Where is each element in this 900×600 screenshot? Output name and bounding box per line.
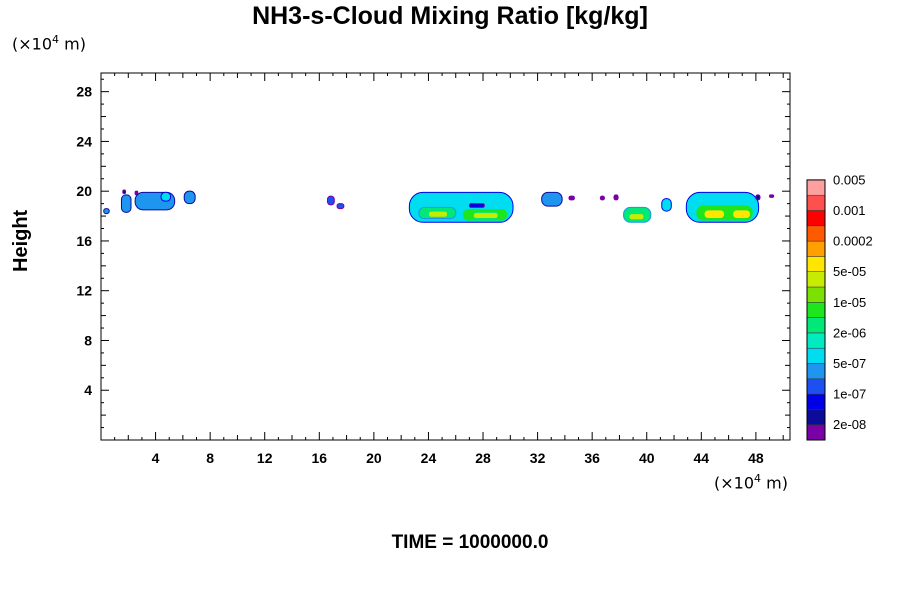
colorbar-swatch xyxy=(806,409,826,425)
colorbar-swatch xyxy=(806,179,826,196)
chart-title: NH3-s-Cloud Mixing Ratio [kg/kg] xyxy=(252,2,648,30)
cloud-patch xyxy=(427,210,449,218)
cloud-patch xyxy=(568,195,575,201)
plot-frame xyxy=(100,72,791,441)
colorbar-swatch xyxy=(806,194,826,211)
colorbar-swatch xyxy=(806,225,826,242)
x-tick-label: 36 xyxy=(584,450,600,466)
colorbar-swatch xyxy=(806,332,826,349)
x-tick-label: 16 xyxy=(312,450,328,466)
colorbar-frame xyxy=(806,179,826,441)
cloud-patch xyxy=(160,191,172,202)
colorbar-swatch xyxy=(806,271,826,288)
colorbar-label: 1e-07 xyxy=(833,387,866,402)
colorbar-label: 5e-05 xyxy=(833,264,866,279)
colorbar-label: 2e-08 xyxy=(833,417,866,432)
colorbar-label: 0.001 xyxy=(833,203,866,218)
colorbar-label: 1e-05 xyxy=(833,295,866,310)
y-tick-label: 20 xyxy=(76,183,92,199)
y-tick-label: 16 xyxy=(76,233,92,249)
cloud-patch xyxy=(613,194,619,201)
y-tick-label: 12 xyxy=(76,283,92,299)
y-tick-label: 4 xyxy=(84,382,92,398)
x-axis-unit: (×104 m) xyxy=(714,472,788,493)
cloud-patch xyxy=(541,191,563,207)
colorbar-label: 2e-06 xyxy=(833,325,866,340)
cloud-patch xyxy=(732,209,751,220)
cloud-patch xyxy=(336,203,345,210)
x-tick-label: 4 xyxy=(152,450,160,466)
colorbar-swatch xyxy=(806,210,826,227)
cloud-patch xyxy=(599,195,605,201)
y-tick-label: 24 xyxy=(76,133,92,149)
colorbar-swatch xyxy=(806,240,826,257)
cloud-patch xyxy=(120,194,132,213)
x-tick-label: 28 xyxy=(475,450,491,466)
x-tick-label: 8 xyxy=(206,450,214,466)
cloud-patch xyxy=(183,190,196,205)
colorbar-swatch xyxy=(806,393,826,410)
time-label: TIME = 1000000.0 xyxy=(391,532,549,553)
cloud-patch xyxy=(628,213,645,221)
cloud-patch xyxy=(134,190,139,196)
x-tick-label: 48 xyxy=(748,450,764,466)
colorbar-label: 0.0002 xyxy=(833,234,873,249)
colorbar-swatch xyxy=(806,347,826,364)
colorbar-swatch xyxy=(806,302,826,318)
x-tick-label: 32 xyxy=(530,450,546,466)
colorbar-swatch xyxy=(806,317,826,334)
x-tick-label: 44 xyxy=(694,450,710,466)
cloud-patch xyxy=(122,189,127,195)
cloud-patch xyxy=(472,211,499,220)
y-tick-label: 8 xyxy=(84,332,92,348)
x-tick-label: 24 xyxy=(421,450,437,466)
cloud-patch xyxy=(468,203,485,208)
x-tick-label: 20 xyxy=(366,450,382,466)
x-tick-label: 40 xyxy=(639,450,655,466)
colorbar-swatch xyxy=(806,256,826,272)
colorbar-swatch xyxy=(806,424,826,441)
cloud-patch xyxy=(755,194,761,201)
colorbar-swatch xyxy=(806,363,826,380)
colorbar-swatch xyxy=(806,286,826,303)
cloud-patch xyxy=(326,195,335,206)
x-tick-label: 12 xyxy=(257,450,273,466)
cloud-patch xyxy=(703,209,726,220)
y-axis-unit: (×104 m) xyxy=(12,33,86,54)
cloud-patch xyxy=(103,208,110,215)
cloud-patch xyxy=(769,194,775,198)
colorbar-label: 0.005 xyxy=(833,172,866,187)
colorbar-label: 5e-07 xyxy=(833,356,866,371)
y-tick-label: 28 xyxy=(76,84,92,100)
cloud-patch xyxy=(661,198,672,212)
colorbar-swatch xyxy=(806,378,826,395)
